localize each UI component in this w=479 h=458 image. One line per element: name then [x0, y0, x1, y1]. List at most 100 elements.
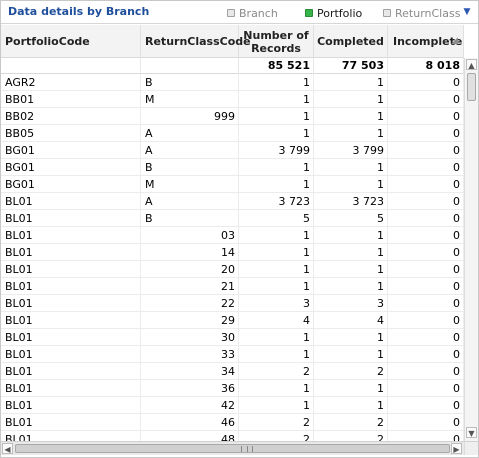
cell-returnclasscode[interactable]: B: [141, 74, 239, 91]
table-row[interactable]: BL01 A 3 723 3 723 0: [1, 193, 464, 210]
cell-returnclasscode[interactable]: 21: [141, 278, 239, 295]
column-header-incomplete[interactable]: Incomplete ◢: [388, 25, 464, 58]
cell-completed[interactable]: 5: [314, 210, 388, 227]
column-header-returnclasscode[interactable]: ReturnClassCode: [141, 25, 251, 58]
cell-completed[interactable]: 2: [314, 414, 388, 431]
cell-number-of-records[interactable]: 1: [239, 329, 314, 346]
table-row[interactable]: BL01 33 1 1 0: [1, 346, 464, 363]
cell-returnclasscode[interactable]: 20: [141, 261, 239, 278]
cell-portfoliocode[interactable]: BL01: [1, 244, 141, 261]
cell-completed[interactable]: 1: [314, 125, 388, 142]
option-returnclass[interactable]: ReturnClass: [383, 6, 460, 20]
cell-returnclasscode[interactable]: 14: [141, 244, 239, 261]
cell-completed[interactable]: 1: [314, 261, 388, 278]
cell-incomplete[interactable]: 0: [388, 125, 464, 142]
table-row[interactable]: BG01 M 1 1 0: [1, 176, 464, 193]
column-header-portfoliocode[interactable]: PortfolioCode: [1, 25, 141, 58]
cell-number-of-records[interactable]: 3 799: [239, 142, 314, 159]
cell-returnclasscode[interactable]: 36: [141, 380, 239, 397]
cell-number-of-records[interactable]: 1: [239, 278, 314, 295]
cell-portfoliocode[interactable]: BL01: [1, 363, 141, 380]
cell-number-of-records[interactable]: 3 723: [239, 193, 314, 210]
cell-incomplete[interactable]: 0: [388, 363, 464, 380]
cell-number-of-records[interactable]: 1: [239, 159, 314, 176]
cell-returnclasscode[interactable]: 42: [141, 397, 239, 414]
cell-completed[interactable]: 1: [314, 108, 388, 125]
cell-portfoliocode[interactable]: BL01: [1, 397, 141, 414]
horizontal-scrollbar[interactable]: ◀ ▶: [1, 441, 464, 455]
cell-portfoliocode[interactable]: BG01: [1, 159, 141, 176]
column-header-number-of-records[interactable]: Number of Records: [239, 25, 314, 58]
cell-incomplete[interactable]: 0: [388, 142, 464, 159]
table-row[interactable]: BB01 M 1 1 0: [1, 91, 464, 108]
cell-completed[interactable]: 3 723: [314, 193, 388, 210]
table-row[interactable]: BL01 29 4 4 0: [1, 312, 464, 329]
cell-number-of-records[interactable]: 1: [239, 380, 314, 397]
table-row[interactable]: BL01 14 1 1 0: [1, 244, 464, 261]
cell-returnclasscode[interactable]: 03: [141, 227, 239, 244]
table-row[interactable]: BG01 A 3 799 3 799 0: [1, 142, 464, 159]
sort-indicator-icon[interactable]: ◢: [451, 36, 458, 46]
cell-completed[interactable]: 1: [314, 91, 388, 108]
cell-returnclasscode[interactable]: 29: [141, 312, 239, 329]
cell-portfoliocode[interactable]: BB01: [1, 91, 141, 108]
cell-returnclasscode[interactable]: A: [141, 142, 239, 159]
cell-portfoliocode[interactable]: BL01: [1, 278, 141, 295]
cell-number-of-records[interactable]: 4: [239, 312, 314, 329]
cell-portfoliocode[interactable]: BL01: [1, 431, 141, 441]
cell-completed[interactable]: 4: [314, 312, 388, 329]
cell-portfoliocode[interactable]: AGR2: [1, 74, 141, 91]
cell-incomplete[interactable]: 0: [388, 74, 464, 91]
cell-portfoliocode[interactable]: BL01: [1, 414, 141, 431]
cell-number-of-records[interactable]: 3: [239, 295, 314, 312]
cell-incomplete[interactable]: 0: [388, 380, 464, 397]
cell-number-of-records[interactable]: 1: [239, 244, 314, 261]
cell-incomplete[interactable]: 0: [388, 329, 464, 346]
table-row[interactable]: BL01 36 1 1 0: [1, 380, 464, 397]
cell-portfoliocode[interactable]: BL01: [1, 261, 141, 278]
cell-completed[interactable]: 1: [314, 74, 388, 91]
cell-completed[interactable]: 1: [314, 346, 388, 363]
cell-number-of-records[interactable]: 2: [239, 363, 314, 380]
cell-incomplete[interactable]: 0: [388, 210, 464, 227]
cell-number-of-records[interactable]: 1: [239, 125, 314, 142]
cell-number-of-records[interactable]: 1: [239, 227, 314, 244]
cell-number-of-records[interactable]: 5: [239, 210, 314, 227]
table-row[interactable]: BL01 48 2 2 0: [1, 431, 464, 441]
chevron-down-icon[interactable]: ▼: [463, 7, 471, 17]
cell-completed[interactable]: 1: [314, 397, 388, 414]
cell-portfoliocode[interactable]: BL01: [1, 227, 141, 244]
cell-returnclasscode[interactable]: B: [141, 210, 239, 227]
cell-number-of-records[interactable]: 1: [239, 397, 314, 414]
cell-returnclasscode[interactable]: A: [141, 193, 239, 210]
cell-incomplete[interactable]: 0: [388, 244, 464, 261]
cell-number-of-records[interactable]: 2: [239, 431, 314, 441]
scroll-thumb[interactable]: [15, 444, 450, 453]
cell-portfoliocode[interactable]: BL01: [1, 193, 141, 210]
table-row[interactable]: BL01 34 2 2 0: [1, 363, 464, 380]
table-row[interactable]: BL01 42 1 1 0: [1, 397, 464, 414]
table-row[interactable]: BL01 21 1 1 0: [1, 278, 464, 295]
cell-returnclasscode[interactable]: 33: [141, 346, 239, 363]
table-row[interactable]: BB05 A 1 1 0: [1, 125, 464, 142]
table-row[interactable]: BL01 20 1 1 0: [1, 261, 464, 278]
cell-incomplete[interactable]: 0: [388, 431, 464, 441]
right-arrow-icon[interactable]: ▶: [451, 443, 462, 454]
table-row[interactable]: BL01 03 1 1 0: [1, 227, 464, 244]
table-row[interactable]: BL01 22 3 3 0: [1, 295, 464, 312]
cell-incomplete[interactable]: 0: [388, 295, 464, 312]
scroll-thumb[interactable]: [467, 73, 476, 101]
cell-completed[interactable]: 2: [314, 431, 388, 441]
cell-incomplete[interactable]: 0: [388, 261, 464, 278]
cell-incomplete[interactable]: 0: [388, 346, 464, 363]
cell-completed[interactable]: 1: [314, 227, 388, 244]
cell-incomplete[interactable]: 0: [388, 159, 464, 176]
cell-incomplete[interactable]: 0: [388, 176, 464, 193]
table-row[interactable]: BG01 B 1 1 0: [1, 159, 464, 176]
cell-portfoliocode[interactable]: BL01: [1, 380, 141, 397]
table-row[interactable]: AGR2 B 1 1 0: [1, 74, 464, 91]
cell-returnclasscode[interactable]: A: [141, 125, 239, 142]
cell-portfoliocode[interactable]: BL01: [1, 210, 141, 227]
table-row[interactable]: BL01 B 5 5 0: [1, 210, 464, 227]
cell-returnclasscode[interactable]: 34: [141, 363, 239, 380]
